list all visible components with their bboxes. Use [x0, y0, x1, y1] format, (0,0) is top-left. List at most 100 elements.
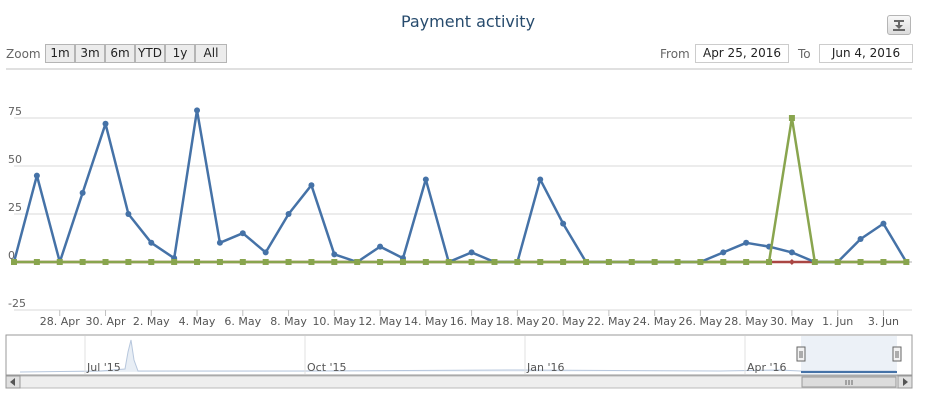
data-point [308, 259, 315, 265]
to-date-input[interactable]: Jun 4, 2016 [819, 44, 913, 63]
data-point [102, 120, 109, 127]
navigator-series [19, 339, 896, 373]
y-tick-label: 75 [8, 105, 22, 118]
data-point [445, 259, 452, 265]
zoom-button-3m[interactable]: 3m [75, 44, 105, 63]
x-tick-label: 18. May [495, 315, 539, 328]
scrollbar[interactable] [5, 375, 913, 389]
data-point [651, 259, 658, 265]
x-tick-label: 2. May [133, 315, 170, 328]
data-point [880, 259, 887, 265]
data-point [125, 211, 132, 217]
navigator-left-handle[interactable] [796, 346, 806, 362]
zoom-button-1m[interactable]: 1m [45, 44, 75, 63]
data-point [491, 259, 498, 265]
zoom-button-all[interactable]: All [195, 44, 227, 63]
data-point [102, 259, 109, 265]
data-point [720, 259, 727, 265]
scrollbar-track[interactable] [5, 375, 913, 389]
data-point [697, 259, 704, 265]
data-point [468, 249, 475, 256]
data-point [33, 259, 40, 265]
zoom-button-1y[interactable]: 1y [165, 44, 195, 63]
y-tick-label: -25 [8, 297, 26, 310]
data-point [766, 259, 773, 265]
navigator-label: Oct '15 [307, 361, 347, 374]
data-point [11, 259, 17, 265]
data-point [79, 259, 86, 265]
data-point [262, 249, 269, 256]
data-point [285, 211, 292, 217]
data-point [422, 259, 429, 265]
navigator-right-handle[interactable] [892, 346, 902, 362]
navigator-label: Apr '16 [747, 361, 787, 374]
data-point [125, 259, 132, 265]
data-point [171, 259, 178, 265]
zoom-button-ytd[interactable]: YTD [135, 44, 165, 63]
x-tick-label: 22. May [587, 315, 631, 328]
data-point [79, 189, 86, 196]
from-label: From [660, 47, 690, 61]
data-point [194, 107, 201, 114]
x-tick-label: 4. May [179, 315, 216, 328]
x-tick-label: 26. May [679, 315, 723, 328]
data-point [537, 176, 544, 183]
data-point [422, 176, 429, 183]
y-tick-label: 25 [8, 201, 22, 214]
data-point [354, 259, 361, 265]
x-tick-label: 16. May [450, 315, 494, 328]
data-point [560, 220, 567, 227]
data-point [720, 249, 727, 256]
data-point [811, 259, 818, 265]
from-date-input[interactable]: Apr 25, 2016 [695, 44, 789, 63]
data-point [628, 259, 635, 265]
data-point [537, 259, 544, 265]
export-button[interactable] [887, 15, 911, 35]
data-point [377, 259, 384, 265]
x-tick-label: 10. May [312, 315, 356, 328]
x-tick-label: 28. Apr [40, 315, 80, 328]
data-point [239, 259, 246, 265]
series-line [12, 109, 908, 264]
x-tick-label: 6. May [224, 315, 261, 328]
data-point [788, 249, 795, 256]
data-point [788, 259, 795, 265]
x-tick-label: 1. Jun [822, 315, 853, 328]
navigator-frame [5, 334, 913, 376]
data-point [903, 259, 910, 265]
data-point [788, 115, 795, 121]
data-point [399, 259, 406, 265]
x-tick-label: 30. Apr [86, 315, 126, 328]
x-tick-label: 12. May [358, 315, 402, 328]
data-point [514, 259, 521, 265]
arrow-left-icon [10, 378, 15, 386]
data-point [857, 235, 864, 242]
data-point [216, 239, 223, 246]
data-point [148, 239, 155, 246]
data-point [331, 251, 338, 258]
data-point [148, 259, 155, 265]
data-point [857, 259, 864, 265]
data-point [583, 259, 589, 265]
navigator-label: Jan '16 [526, 361, 564, 374]
chart-title: Payment activity [400, 12, 536, 31]
x-tick-label: 24. May [633, 315, 677, 328]
data-point [560, 259, 567, 265]
data-point [239, 230, 246, 237]
navigator-selection[interactable] [801, 336, 897, 375]
x-tick-label: 30. May [770, 315, 814, 328]
data-point [285, 259, 292, 265]
zoom-button-6m[interactable]: 6m [105, 44, 135, 63]
data-point [331, 259, 338, 265]
data-point [605, 259, 612, 265]
data-point [880, 220, 887, 227]
to-label: To [798, 47, 811, 61]
data-point [377, 243, 384, 250]
series-line [14, 116, 907, 264]
data-point [262, 259, 269, 265]
zoom-label: Zoom [6, 47, 41, 61]
navigator-label: Jul '15 [86, 361, 121, 374]
data-point [33, 172, 40, 179]
x-tick-label: 8. May [270, 315, 307, 328]
